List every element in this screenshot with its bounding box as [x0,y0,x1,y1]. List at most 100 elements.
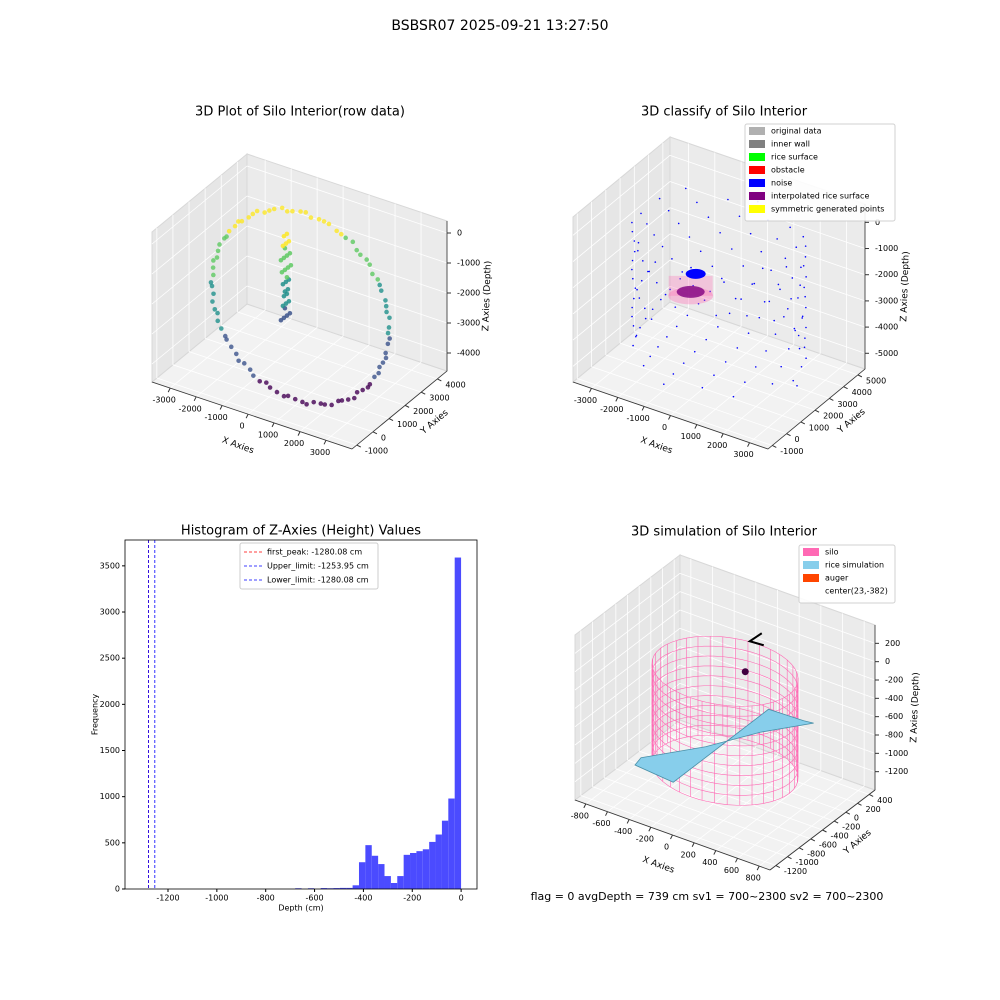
z-tick-label: -200 [885,676,903,685]
z-tick-label: -2000 [875,270,898,279]
figure-title: BSBSR07 2025-09-21 13:27:50 [391,18,608,34]
legend-label: rice surface [771,153,818,162]
decor-point [805,276,807,278]
decor-point [211,272,216,278]
decor-point [658,197,661,200]
decor-point [802,235,805,238]
decor-point [376,370,381,376]
grid-line [246,225,448,294]
grid-line [634,331,830,399]
legend-label: silo [825,548,839,557]
grid-line [679,572,876,644]
decor-point [656,281,658,284]
side-pane [572,135,671,384]
bar [346,887,353,889]
decor-point [799,284,801,286]
decor-point [653,234,655,236]
grid-line [169,309,266,389]
decor-point [686,314,689,317]
decor-point [768,300,771,303]
decor-point [723,281,725,283]
decor-point [675,325,678,328]
decor-point [284,209,290,214]
decor-point [257,379,263,384]
y-axis-label: Frequency [91,694,100,736]
decor-point [380,360,386,365]
decor-point [669,288,671,291]
y-tick [798,847,804,851]
y-tick-label: -1000 [365,447,388,456]
decor-point [703,299,706,301]
grid-line [648,319,844,388]
decor-point [801,315,804,318]
legend-box [239,542,379,590]
decor-point [358,252,363,258]
x-tick [668,415,671,420]
z-tick-label: 200 [885,639,900,648]
grid-line [592,786,788,858]
decor-point [711,265,714,268]
legend-box [744,123,896,222]
decor-point [247,367,253,372]
grid-line [273,344,370,424]
grid-line [670,335,768,416]
decor-point [753,282,756,285]
y-tick-label: 0 [115,885,120,894]
decor-point [798,347,801,350]
bar [448,798,455,889]
decor-point [383,355,389,361]
decor-point [385,341,391,347]
grid-line [749,362,847,443]
decor-point [804,256,807,258]
decor-point [631,315,633,318]
y-tick-label: 3000 [837,400,857,409]
grid-line [205,337,406,406]
legend-swatch [749,205,765,213]
decor-point [308,215,314,220]
decor-point [715,314,718,317]
legend-swatch [803,574,819,582]
status-footer: flag = 0 avgDepth = 739 cm sv1 = 700~230… [531,890,884,903]
grid-line [572,233,671,315]
decor-point [367,382,373,387]
decor-point [657,346,659,348]
grid-line [151,225,248,305]
decor-point [763,301,766,303]
decor-point [215,248,221,254]
decor-point [631,259,634,262]
y-tick-label: 1000 [100,792,120,801]
chart-title: Histogram of Z-Axies (Height) Values [181,524,421,539]
grid-line [246,285,448,354]
x-axis [572,381,769,450]
x-tick [615,397,619,402]
decor-point [783,315,785,318]
side-pane [151,152,248,384]
y-tick-label: -400 [831,832,849,841]
bar [352,885,359,889]
decor-point [274,389,280,395]
x-tick-label: -2000 [179,404,202,413]
x-tick-label: -2000 [600,405,623,414]
decor-point [800,266,802,269]
z-tick-label: -4000 [457,349,480,358]
grid-line [679,609,876,681]
decor-point [635,334,638,337]
legend-label: Upper_limit: -1253.95 cm [267,562,369,571]
x-axis-label: Depth (cm) [278,904,323,913]
decor-point [322,402,328,407]
x-tick-label: 400 [702,858,717,867]
decor-point [797,334,800,337]
legend-swatch [749,166,765,174]
grid-line [574,628,681,709]
decor-wire [651,665,799,737]
grid-line [722,353,821,434]
z-tick-label: 0 [875,218,880,227]
decor-point [239,218,245,224]
x-tick-label: 1000 [681,432,701,441]
grid-line [572,155,671,236]
grid-line [662,307,858,376]
decor-point [285,286,291,292]
decor-point [682,362,685,364]
decor-point [246,215,252,220]
decor-point [290,208,295,214]
